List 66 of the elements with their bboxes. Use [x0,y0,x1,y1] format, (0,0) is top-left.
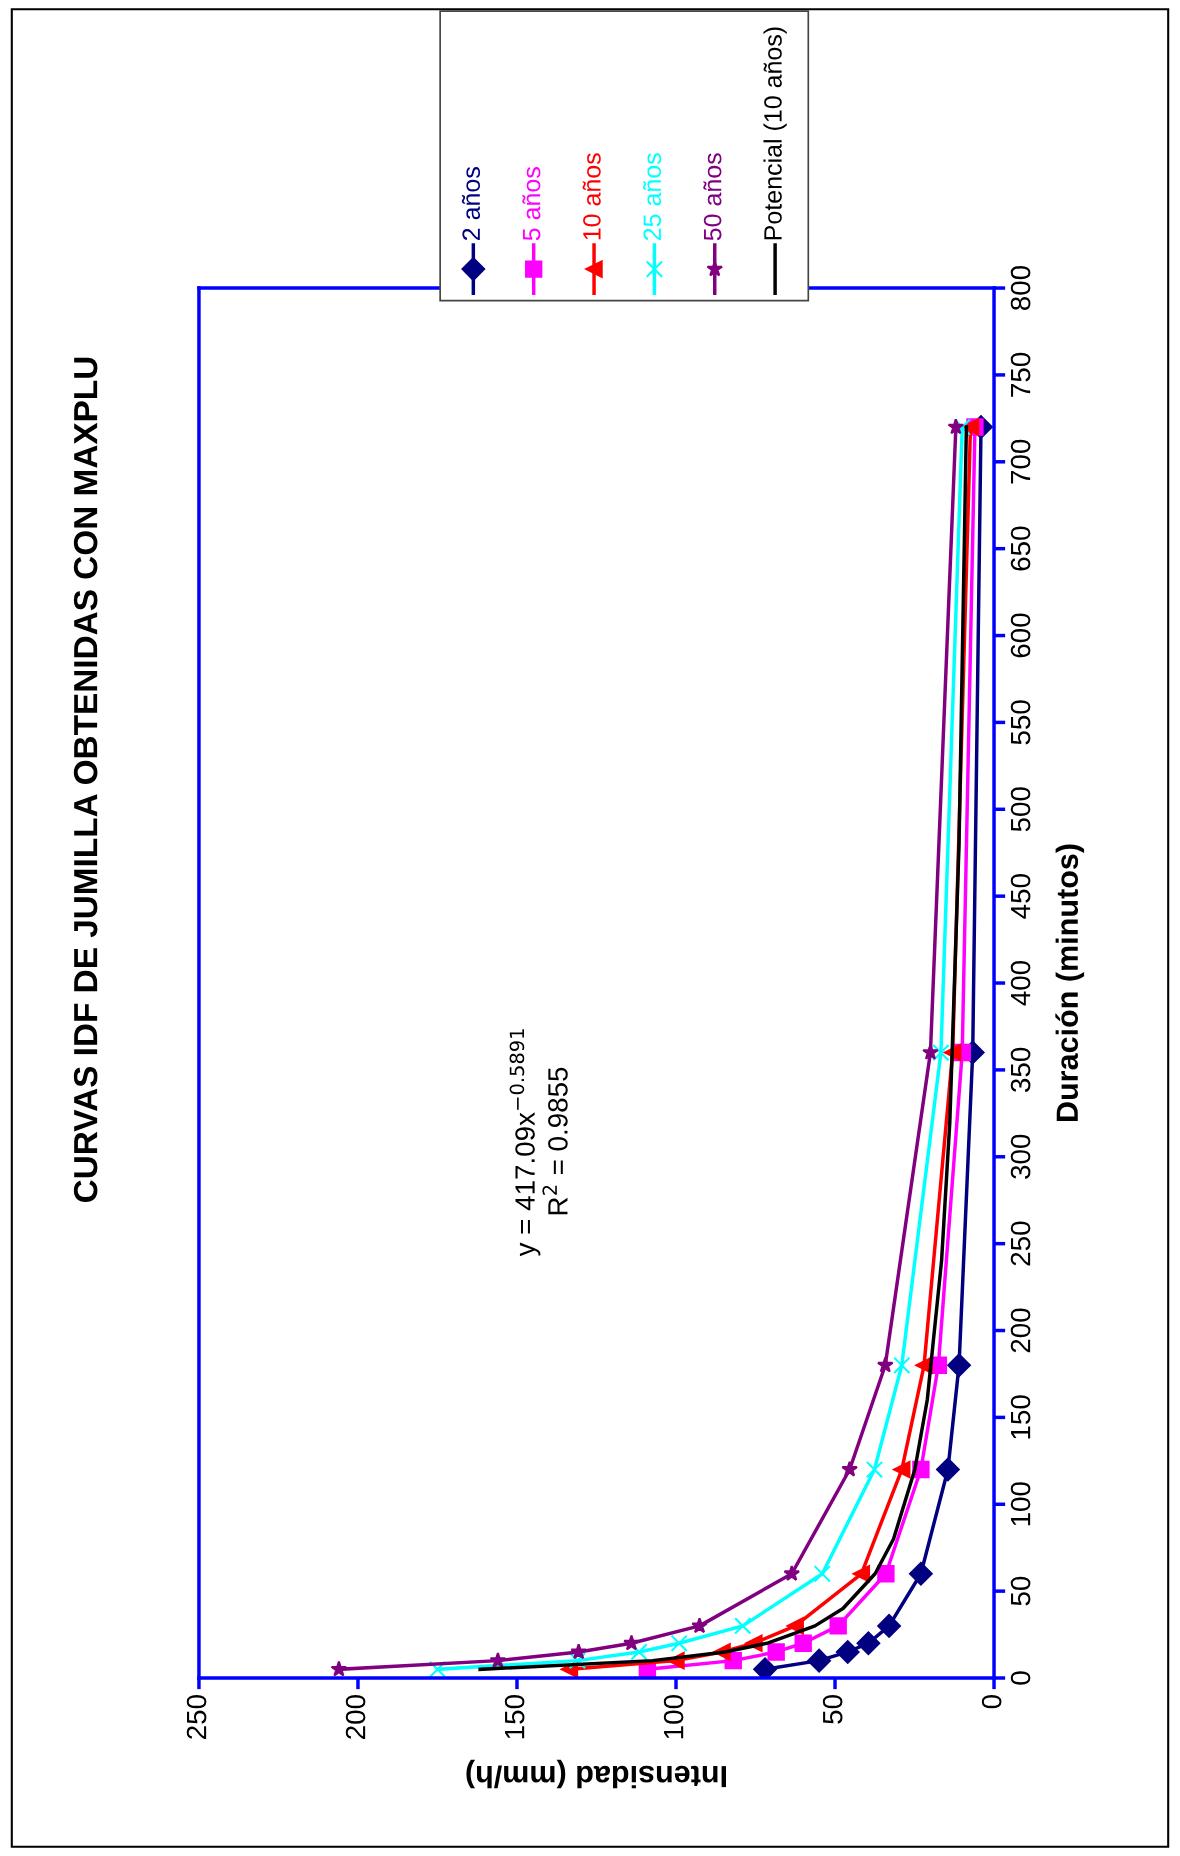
point [568,1651,587,1670]
point [829,1617,847,1635]
x-tick-label: 250 [186,1695,207,1739]
point [734,1617,752,1635]
x-tick-label: 50 [822,1695,843,1724]
annotation: R$^{2}$ = 0.9855 [542,1067,568,1215]
y-tick-label: 600 [1010,613,1031,658]
y-tick-label: 800 [1010,265,1031,311]
point [865,1460,884,1479]
y-tick-label: 700 [1010,439,1031,484]
y-tick-label: 650 [1010,526,1031,571]
point [856,1631,881,1656]
y-axis-title: Duración (minutos) [1055,844,1085,1122]
point [909,1561,933,1586]
x-tick-label: 150 [504,1695,525,1739]
point [330,1660,348,1677]
point [753,1657,777,1679]
x-tick-label: 100 [663,1695,684,1739]
point [932,1043,950,1062]
point [947,418,965,435]
x-tick-label: 0 [981,1695,1002,1709]
point [877,1614,901,1638]
point [794,1634,812,1652]
point [893,1356,911,1374]
point [670,1634,688,1652]
y-tick-label: 500 [1010,787,1031,832]
point [767,1643,785,1661]
point [623,1634,640,1651]
point [841,1460,858,1477]
text: 10 años [582,153,601,240]
x-axis-title: Intensidad (mm/h) [466,1759,726,1789]
y-tick-label: 300 [1010,1134,1031,1179]
y-tick-label: 550 [1010,700,1031,745]
y-tick-label: 100 [1010,1482,1031,1526]
point [852,1565,871,1583]
point [893,1460,911,1479]
point [813,1565,831,1583]
text: Potencial (10 años) [763,27,787,240]
point [428,1660,447,1678]
annotation: y = 417.09x$^{−0.5891}$ [509,1029,541,1257]
y-tick-label: 50 [1010,1576,1031,1606]
x-tick-label: 200 [345,1695,366,1739]
point [807,1648,831,1673]
point [876,1356,894,1373]
text: 25 años [642,153,662,241]
point [783,1565,801,1581]
point [947,1353,971,1378]
point [570,1643,587,1660]
point [691,1617,708,1634]
y-tick-label: 400 [1010,960,1031,1006]
point [835,1640,860,1664]
point [936,1457,960,1482]
y-tick-label: 750 [1010,352,1031,397]
y-tick-label: 150 [1010,1395,1031,1439]
text: 50 años [703,153,722,241]
y-tick-label: 250 [1010,1221,1031,1266]
y-tick-label: 0 [1010,1671,1031,1685]
point [877,1565,895,1583]
y-tick-label: 200 [1010,1308,1031,1353]
text: 5 años [522,167,541,241]
text: CURVAS IDF DE JUMILLA OBTENIDAS CON MAXPLU [73,357,98,1202]
y-tick-label: 350 [1010,1047,1031,1093]
text: 2 años [461,167,481,241]
y-tick-label: 450 [1010,874,1031,919]
point [630,1643,648,1661]
point [489,1651,507,1668]
